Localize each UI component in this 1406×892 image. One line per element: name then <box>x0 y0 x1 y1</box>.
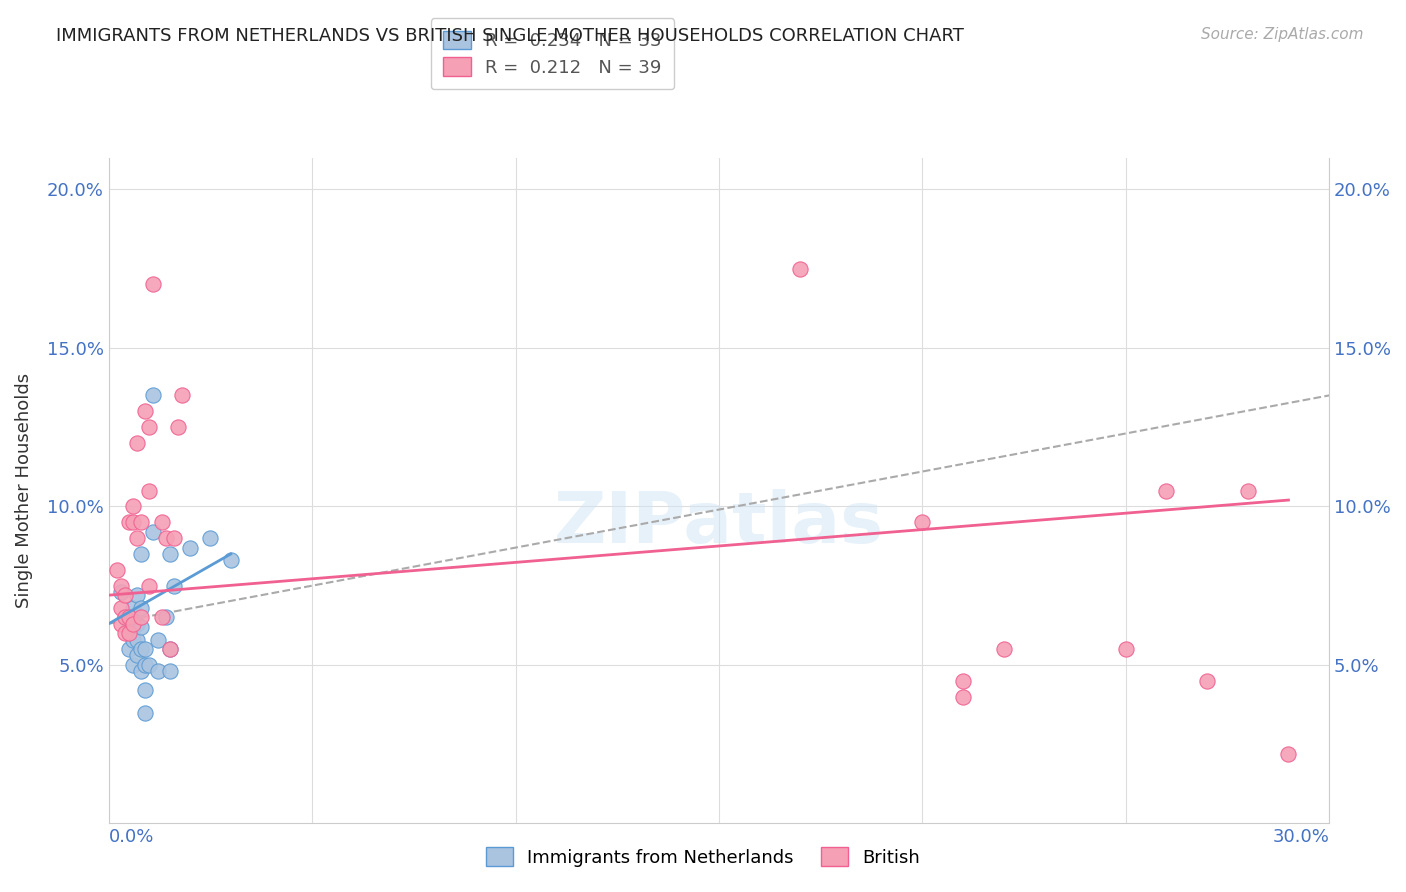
Point <box>163 531 186 545</box>
Point <box>155 531 177 545</box>
Point <box>129 547 152 561</box>
Point <box>127 632 149 647</box>
Text: ZIPatlas: ZIPatlas <box>554 490 884 558</box>
Point <box>789 261 811 276</box>
Point <box>110 616 132 631</box>
Point <box>118 515 141 529</box>
Point <box>952 690 974 704</box>
Point <box>127 588 149 602</box>
Point <box>163 579 186 593</box>
Point <box>138 483 160 498</box>
Point <box>952 673 974 688</box>
Point <box>114 610 136 624</box>
Point <box>134 657 156 672</box>
Point <box>150 610 173 624</box>
Point <box>118 620 141 634</box>
Point <box>134 642 156 657</box>
Point <box>129 665 152 679</box>
Point <box>146 665 169 679</box>
Point <box>142 524 165 539</box>
Point <box>138 657 160 672</box>
Point <box>105 563 128 577</box>
Point <box>138 579 160 593</box>
Point <box>122 657 145 672</box>
Point <box>1156 483 1178 498</box>
Point <box>114 610 136 624</box>
Point <box>1197 673 1219 688</box>
Point <box>118 626 141 640</box>
Point <box>129 600 152 615</box>
Point <box>150 515 173 529</box>
Point <box>155 610 177 624</box>
Point <box>114 626 136 640</box>
Point <box>129 515 152 529</box>
Point <box>127 616 149 631</box>
Text: Source: ZipAtlas.com: Source: ZipAtlas.com <box>1201 27 1364 42</box>
Point <box>146 632 169 647</box>
Point <box>129 620 152 634</box>
Point <box>118 610 141 624</box>
Point <box>138 420 160 434</box>
Point <box>159 642 181 657</box>
Point <box>167 420 190 434</box>
Point <box>1277 747 1299 761</box>
Point <box>122 600 145 615</box>
Legend: Immigrants from Netherlands, British: Immigrants from Netherlands, British <box>478 840 928 874</box>
Point <box>911 515 934 529</box>
Point <box>122 632 145 647</box>
Point <box>134 683 156 698</box>
Legend: R =  0.234   N = 33, R =  0.212   N = 39: R = 0.234 N = 33, R = 0.212 N = 39 <box>430 18 673 89</box>
Text: 0.0%: 0.0% <box>108 828 155 846</box>
Point <box>129 642 152 657</box>
Point <box>159 547 181 561</box>
Y-axis label: Single Mother Households: Single Mother Households <box>15 373 32 608</box>
Point <box>122 500 145 514</box>
Text: IMMIGRANTS FROM NETHERLANDS VS BRITISH SINGLE MOTHER HOUSEHOLDS CORRELATION CHAR: IMMIGRANTS FROM NETHERLANDS VS BRITISH S… <box>56 27 965 45</box>
Point <box>1115 642 1137 657</box>
Point <box>142 388 165 402</box>
Point <box>114 588 136 602</box>
Point <box>127 531 149 545</box>
Point <box>110 585 132 599</box>
Point <box>110 579 132 593</box>
Point <box>219 553 242 567</box>
Point <box>200 531 222 545</box>
Point <box>993 642 1015 657</box>
Point <box>134 404 156 418</box>
Point <box>179 541 201 555</box>
Point <box>122 515 145 529</box>
Point <box>159 642 181 657</box>
Point <box>170 388 193 402</box>
Point <box>142 277 165 292</box>
Point <box>127 648 149 663</box>
Text: 30.0%: 30.0% <box>1272 828 1329 846</box>
Point <box>129 610 152 624</box>
Point <box>134 706 156 720</box>
Point <box>159 665 181 679</box>
Point <box>122 616 145 631</box>
Point <box>118 642 141 657</box>
Point <box>127 436 149 450</box>
Point <box>110 600 132 615</box>
Point <box>1236 483 1258 498</box>
